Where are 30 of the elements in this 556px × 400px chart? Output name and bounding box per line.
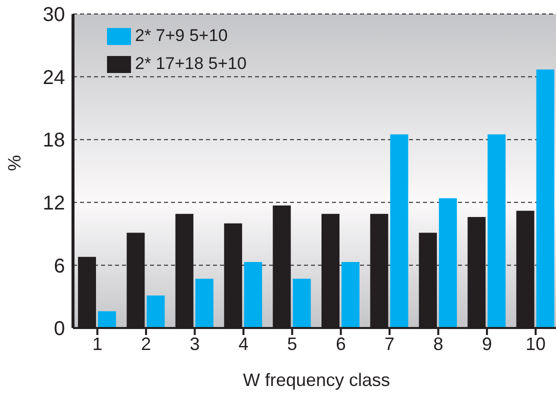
x-axis-title: W frequency class [242,370,390,390]
y-tick-label: 12 [42,192,65,214]
x-tick-label: 5 [287,334,298,354]
x-tick-label: 7 [384,334,395,354]
bar [342,262,360,328]
x-tick-label: 3 [190,334,200,354]
x-tick-label: 9 [482,334,492,354]
y-tick-label: 18 [42,130,65,152]
x-tick-label: 6 [336,334,346,354]
y-tick-label: 6 [54,255,65,278]
bar [536,69,554,328]
y-axis-title: % [4,154,24,171]
bar [292,278,311,328]
y-tick-label: 0 [54,318,65,340]
bar [146,296,165,328]
bar [488,134,506,328]
y-tick-label: 30 [42,4,65,26]
x-tick-label: 8 [433,334,444,354]
bar [390,134,408,328]
y-tick-label: 24 [42,66,65,89]
x-tick-label: 4 [238,334,248,354]
legend-label: 2* 17+18 5+10 [135,54,247,74]
x-tick-label: 10 [526,334,546,354]
bar [195,278,214,328]
bar [438,198,457,328]
x-tick-label: 2 [141,334,152,354]
bar [244,262,262,328]
bar [98,311,116,328]
x-tick-label: 1 [92,334,102,354]
legend-label: 2* 7+9 5+10 [135,26,228,46]
